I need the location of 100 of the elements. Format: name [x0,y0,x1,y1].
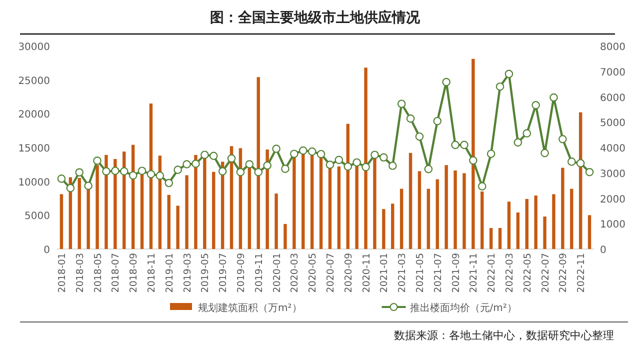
bar [418,171,422,249]
point [272,144,280,153]
y2-tick-label: 7000 [600,67,626,78]
point [514,138,522,147]
y2-tick-label: 3000 [600,168,626,180]
bar [284,224,287,249]
bar [543,216,546,249]
x-tick-label: 2022-01 [486,253,498,293]
legend-label: 规划建筑面积（万m²） [198,302,302,314]
bar [498,228,502,249]
bar [140,173,144,249]
bar [194,154,198,249]
bar [364,68,368,249]
point [138,166,146,175]
x-tick-label: 2020-01 [272,253,283,293]
x-tick-label: 2022-09 [558,253,570,293]
point [156,172,164,180]
point [102,167,110,176]
point [504,70,514,78]
x-tick-label: 2021-09 [450,253,462,293]
x-tick-label: 2019-01 [164,253,176,293]
point [550,93,558,102]
point [120,167,128,176]
y2-tick-label: 4000 [600,144,626,154]
point [182,160,191,168]
bar [570,188,574,249]
x-tick-label: 2021-07 [432,253,444,293]
point [263,161,272,170]
point [218,167,227,176]
bar [96,165,99,249]
bar [266,150,269,249]
bar [391,204,394,249]
point [585,168,594,176]
point [433,116,442,126]
bar [355,165,358,249]
x-tick-label: 2019-09 [236,253,247,293]
point [146,170,156,178]
bar [472,58,475,249]
y-tick-label: 10000 [18,177,50,188]
point [558,134,567,144]
point [164,178,174,188]
x-tick-label: 2020-07 [325,253,336,293]
y2-tick-label: 5000 [600,118,626,130]
bar [426,188,430,249]
point [334,156,344,164]
y-tick-label: 15000 [18,144,50,154]
point [209,152,218,160]
point [532,100,540,110]
point [245,160,254,168]
bar [525,198,528,249]
point [478,182,486,190]
point [567,158,576,166]
point [128,171,138,180]
point [397,100,406,108]
point [352,158,361,167]
bar [274,194,278,249]
bar [462,173,466,249]
x-tick-label: 2018-05 [92,253,104,293]
bar [176,206,180,249]
point [236,168,245,176]
point [460,140,468,150]
bar [302,152,305,249]
bar [382,209,386,249]
point [344,162,352,171]
point [227,154,236,163]
bar [337,166,341,249]
bar [552,194,556,249]
bar [444,165,448,249]
legend-label: 推出楼面均价（元/m²） [410,302,517,314]
point [66,184,75,192]
x-tick-label: 2020-09 [343,253,354,293]
bar [489,228,493,249]
point [192,160,200,168]
x-tick-label: 2018-03 [74,253,86,293]
bar [436,179,439,249]
bar [167,194,170,249]
y2-tick-label: 0 [600,245,606,256]
point [388,162,397,170]
bar [310,154,314,249]
y-tick-label: 0 [44,245,50,256]
bar [454,170,457,249]
source-note: 数据来源：各地土储中心，数据研究中心整理 [394,329,614,342]
x-tick-label: 2018-11 [146,253,158,293]
x-tick-label: 2018-09 [128,253,140,293]
point [200,150,209,160]
x-tick-label: 2019-05 [200,253,212,293]
point [442,78,450,86]
bar [104,154,108,249]
y2-tick-label: 2000 [600,194,626,206]
point [469,156,478,165]
point [486,150,496,158]
point [380,153,388,162]
point [93,156,102,165]
x-tick-label: 2018-07 [110,253,122,293]
bar [588,215,592,249]
x-tick-label: 2021-05 [414,253,426,293]
x-tick-label: 2022-11 [576,253,588,293]
point [522,129,532,138]
x-tick-label: 2019-11 [254,253,265,293]
bar [507,202,511,249]
